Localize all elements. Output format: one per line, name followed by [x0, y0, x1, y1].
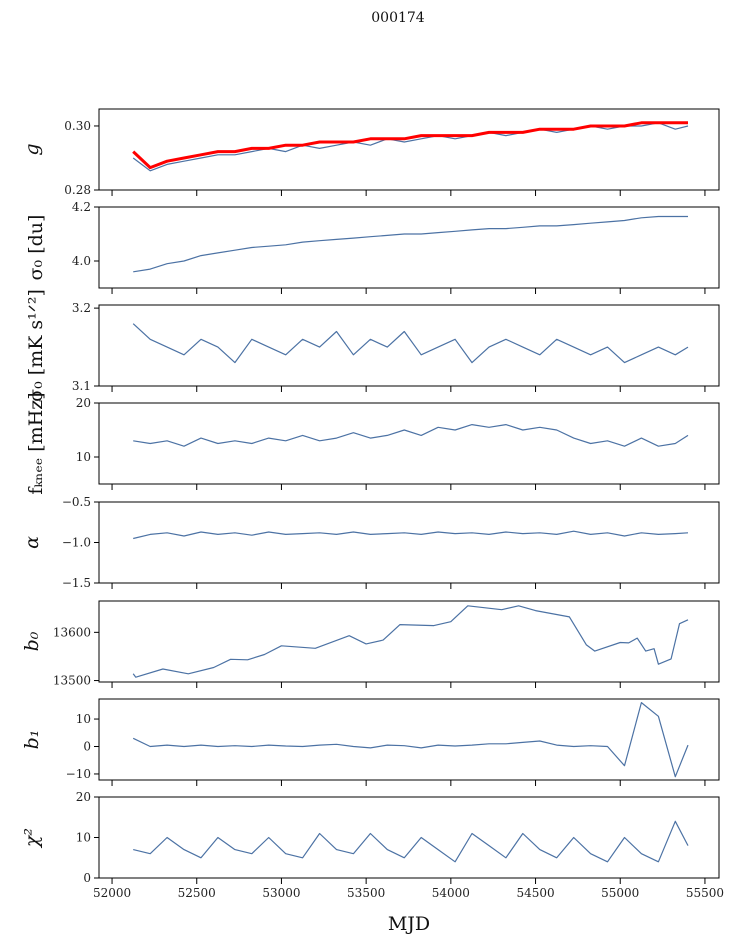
- series-line-sigma0_du: [133, 215, 688, 273]
- y-tick-label: 20: [76, 790, 91, 804]
- axes-frame: [98, 600, 720, 683]
- axes-frame: [98, 698, 720, 781]
- y-tick-label: 10: [76, 831, 91, 845]
- series-line-b1: [132, 702, 689, 778]
- y-axis-label: σ₀ [du]: [25, 215, 47, 281]
- y-tick-label: 3.2: [72, 301, 91, 315]
- y-tick-label: 10: [76, 450, 91, 464]
- y-axis-label: b₁: [21, 730, 43, 750]
- axes-frame: [98, 108, 720, 191]
- axes-frame: [98, 304, 720, 387]
- x-tick-label: 55000: [601, 886, 639, 900]
- series-line-g: [132, 122, 689, 172]
- subplot-1: 4.0 4.2 σ₀ [du]: [25, 200, 720, 294]
- y-tick-label: 13500: [53, 674, 91, 688]
- series-line-sigma0_mK: [132, 323, 689, 364]
- x-axis-label: MJD: [388, 913, 430, 935]
- x-tick-label: 52000: [93, 886, 131, 900]
- series-line-chi2: [133, 820, 689, 863]
- subplot-2: 3.1 3.2 σ₀ [mK s¹ᐟ²]: [25, 289, 720, 402]
- y-tick-label: 0.30: [64, 119, 91, 133]
- y-axis-label: g: [21, 143, 43, 155]
- x-tick-label: 53500: [347, 886, 385, 900]
- y-tick-label: 20: [76, 396, 91, 410]
- x-tick-label: 52500: [178, 886, 216, 900]
- series-line-g-fit: [132, 121, 688, 170]
- y-tick-label: −0.5: [62, 495, 91, 509]
- x-tick-label: 54500: [516, 886, 554, 900]
- y-tick-label: 4.0: [72, 254, 91, 268]
- subplot-4: −1.5 −1.0 −0.5 α: [21, 495, 720, 590]
- axes-frame: [98, 796, 720, 879]
- y-tick-label: 3.1: [72, 379, 91, 393]
- y-axis-label: α: [21, 536, 43, 549]
- chart-title: 000174: [371, 10, 425, 26]
- y-tick-label: −10: [66, 767, 91, 781]
- subplot-6: −10 0 10 b₁: [21, 698, 720, 786]
- y-axis-label: χ²: [21, 828, 43, 849]
- y-tick-label: 4.2: [72, 200, 91, 214]
- x-tick-label: 55500: [686, 886, 724, 900]
- y-tick-label: 0.28: [64, 183, 91, 197]
- y-axis-label: σ₀ [mK s¹ᐟ²]: [25, 289, 47, 402]
- x-tick-label: 53000: [262, 886, 300, 900]
- y-tick-label: 0: [83, 871, 91, 885]
- x-tick-label: 54000: [432, 886, 470, 900]
- subplot-0: 0.28 0.30 g: [21, 108, 720, 197]
- subplot-7: 0 10 20 52000 52500 53000 53500 54000 54500 55000…: [21, 790, 724, 900]
- y-tick-label: −1.5: [62, 576, 91, 590]
- series-line-alpha: [133, 530, 689, 540]
- y-tick-label: 10: [76, 712, 91, 726]
- y-axis-label: fₖₙₑₑ [mHz]: [25, 392, 47, 494]
- y-tick-label: 0: [83, 740, 91, 754]
- series-line-b0: [132, 605, 689, 678]
- y-tick-label: 13600: [53, 625, 91, 639]
- subplot-5: 13500 13600 b₀: [21, 600, 720, 688]
- y-tick-label: −1.0: [62, 536, 91, 550]
- axes-frame: [98, 206, 720, 289]
- axes-frame: [98, 402, 720, 485]
- axes-frame: [98, 501, 720, 584]
- series-line-fknee: [133, 424, 689, 447]
- subplot-3: 10 20 fₖₙₑₑ [mHz]: [25, 392, 720, 495]
- y-axis-label: b₀: [21, 631, 43, 651]
